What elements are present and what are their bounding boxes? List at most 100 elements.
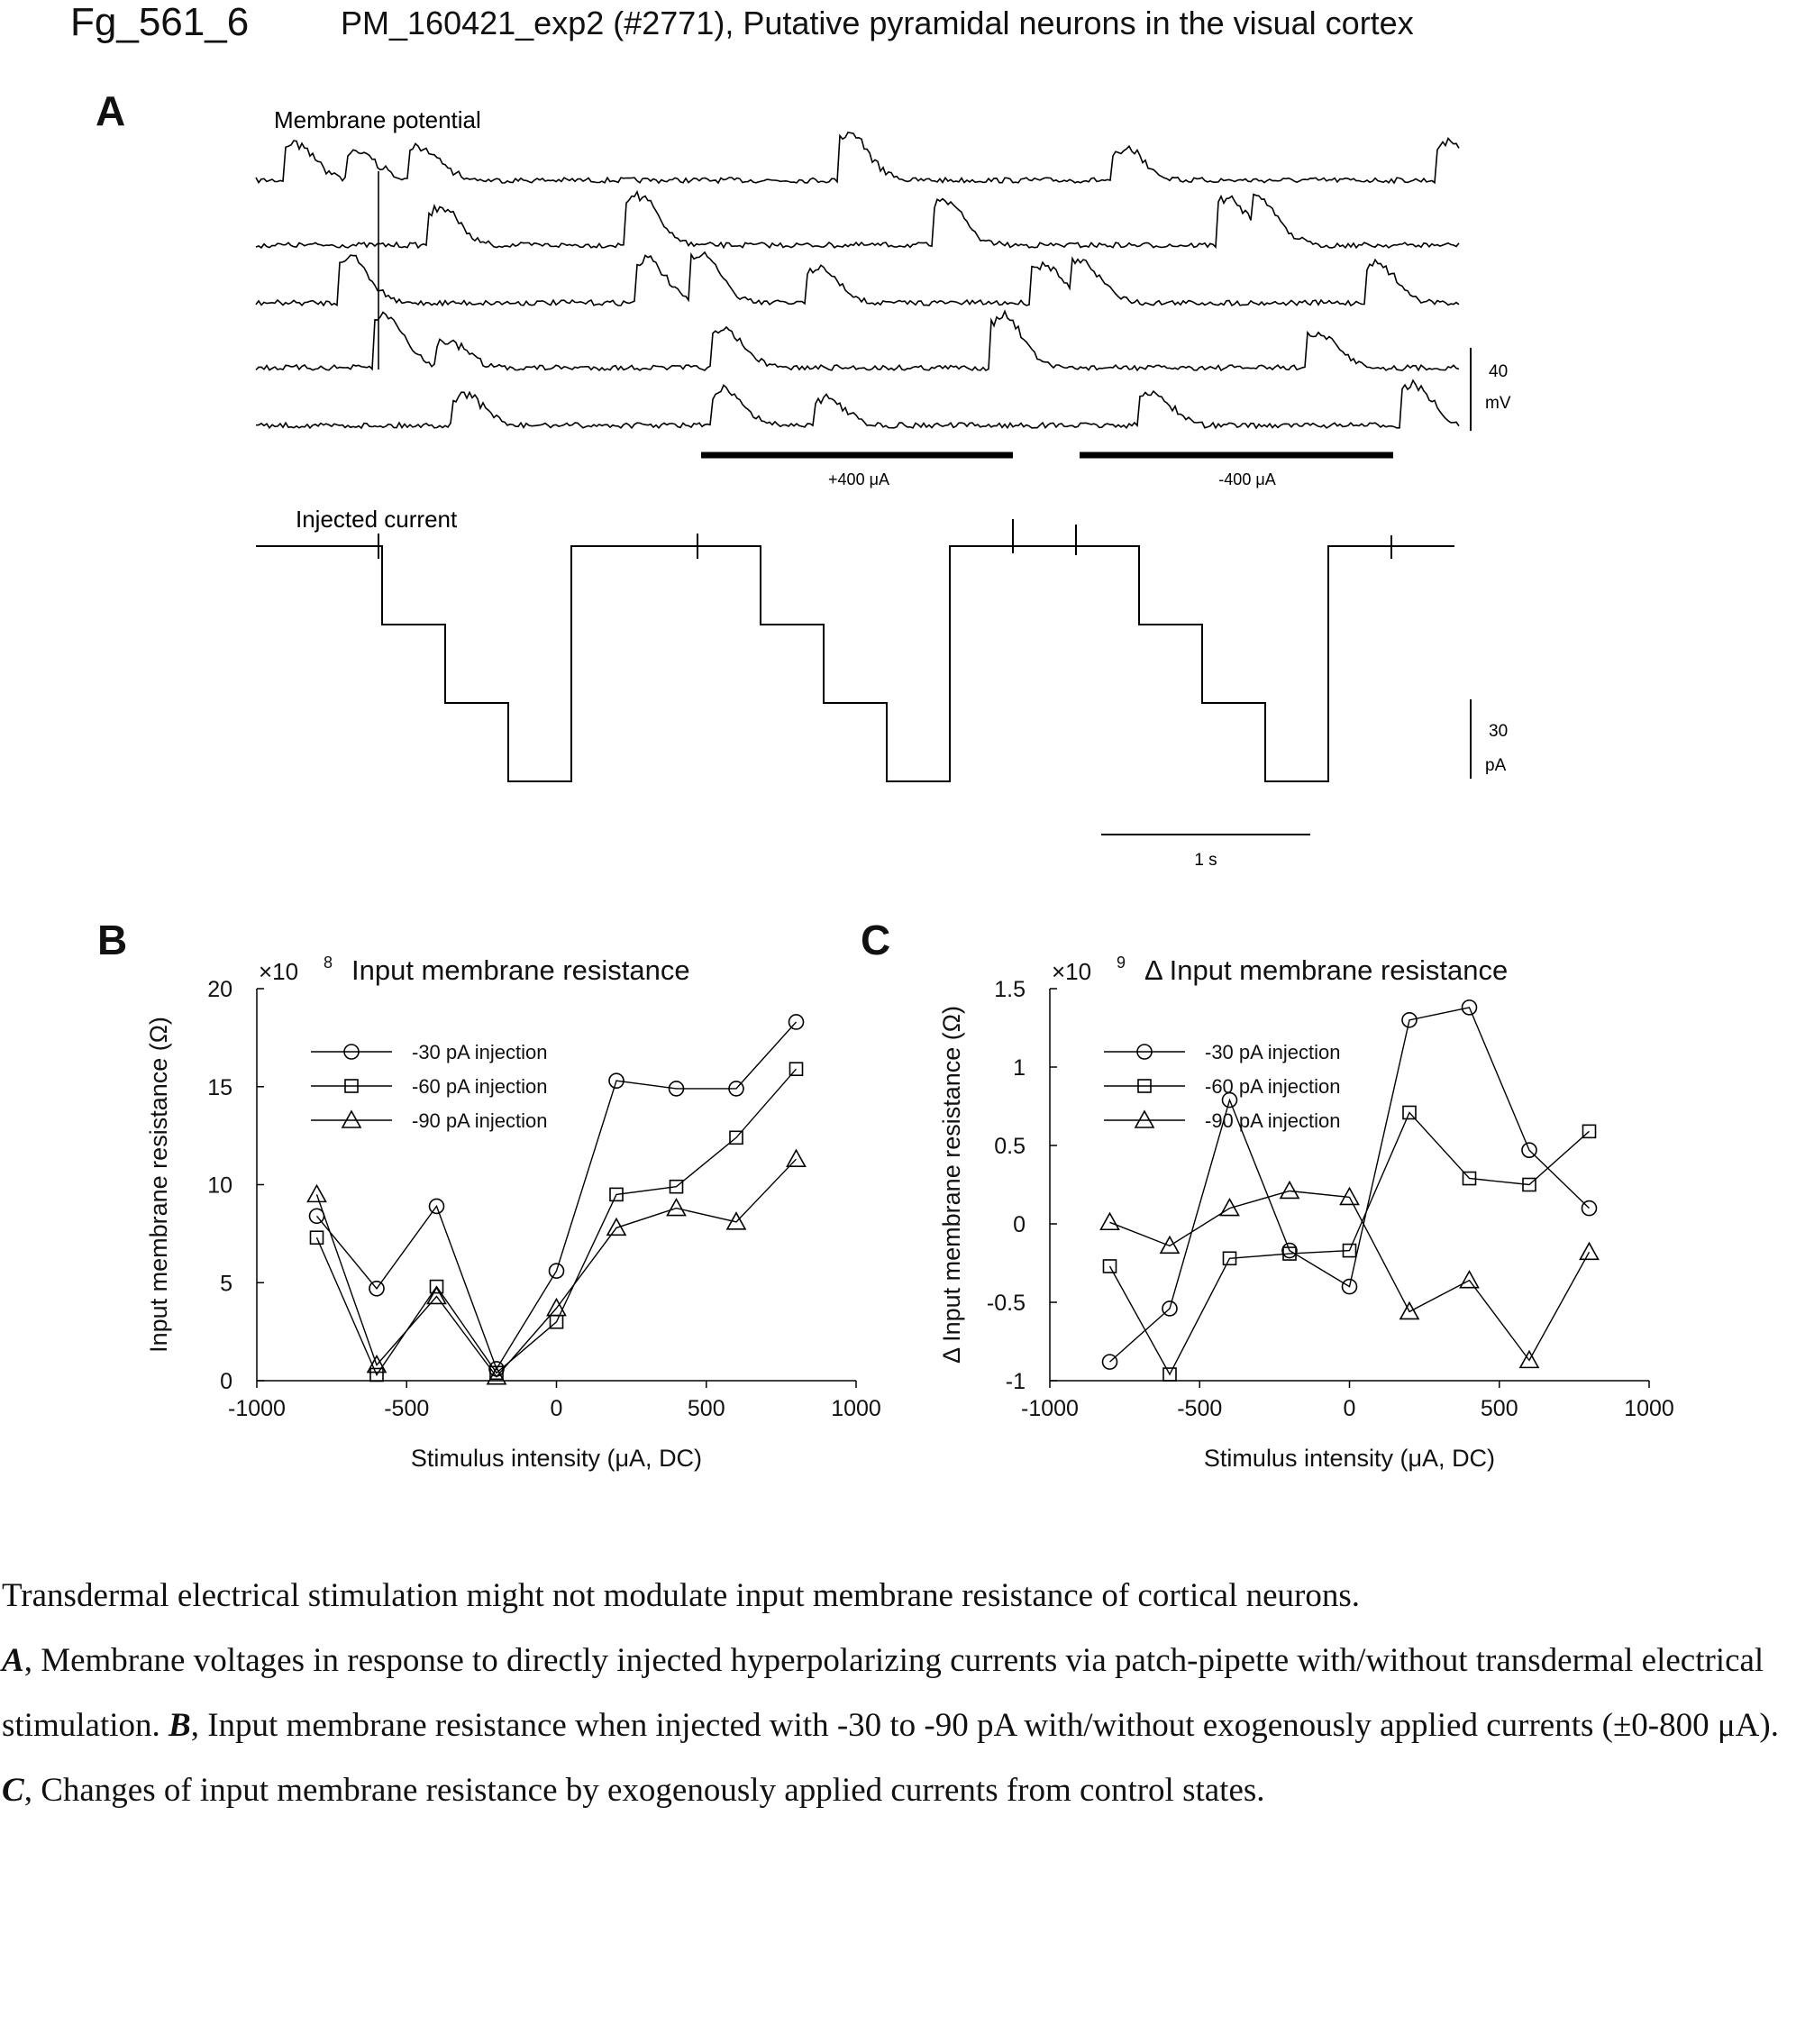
membrane-trace-4 [255,309,1460,372]
y-tick-label: 15 [207,1075,232,1100]
x-tick-label: -1000 [228,1396,286,1421]
current-artifacts [378,519,1392,559]
data-point-triangle [1518,1349,1540,1369]
axis-multiplier: ×10 [1052,958,1091,985]
data-point-triangle [1159,1235,1181,1255]
injected-current-trace [256,545,1454,782]
axis-multiplier-exponent: 9 [1117,954,1126,972]
y-tick-label: 0.5 [994,1134,1026,1159]
x-tick-label: -1000 [1021,1396,1079,1421]
legend-label: -90 pA injection [1205,1109,1340,1132]
data-point-triangle [1219,1197,1240,1217]
data-point-circle [1101,1354,1118,1370]
membrane-trace-3 [255,251,1460,307]
y-tick-label: 20 [207,977,232,1002]
data-point-triangle [486,1366,507,1385]
x-tick-label: 1000 [1624,1396,1674,1421]
x-tick-label: 0 [551,1396,563,1421]
series-line-2 [315,1068,798,1376]
figure-id: Fg_561_6 [70,0,250,44]
y-axis-label: Δ Input membrane resistance (Ω) [938,1006,965,1364]
series-line-3 [1109,1190,1591,1362]
data-point-circle [728,1081,744,1097]
data-point-circle [1581,1200,1598,1217]
series-line-1 [315,1021,798,1371]
series-line-3 [315,1158,798,1378]
data-point-square [729,1130,743,1145]
data-point-circle [548,1263,565,1280]
caption-line-1: Transdermal electrical stimulation might… [2,1577,1360,1614]
data-point-square [1162,1367,1177,1382]
series-line-2 [1108,1111,1590,1376]
panel-a-letter: A [96,87,126,134]
x-axis-label: Stimulus intensity (μA, DC) [1204,1445,1495,1472]
data-point-triangle [426,1285,447,1305]
data-point-square [609,1187,624,1202]
chart-b: -1000 -500 0 500 1000 0 5 10 15 20 ×10 8 Input membr… [145,954,881,1472]
panel-c-letter: C [861,917,891,963]
caption-a-label: A [2,1642,24,1679]
legend-label: -30 pA injection [1205,1041,1340,1063]
y-tick-label: 1.5 [994,977,1026,1002]
data-point-triangle [1399,1300,1420,1320]
y-tick-label: 10 [207,1173,232,1199]
stim-positive-label: +400 μA [828,470,889,488]
data-point-triangle [666,1197,687,1217]
data-point-square [1462,1171,1477,1186]
y-tick-label: -0.5 [987,1291,1026,1316]
figure-caption: Transdermal electrical stimulation might… [2,1564,1791,1823]
membrane-trace-1 [255,132,1460,185]
y-tick-label: 5 [220,1271,232,1296]
data-point-triangle [366,1354,387,1373]
y-tick-label: 0 [1013,1212,1026,1237]
data-point-triangle [306,1183,327,1203]
stim-negative-label: -400 μA [1218,470,1275,488]
caption-b-text: , Input membrane resistance when injecte… [190,1707,1779,1744]
data-point-triangle [546,1297,567,1317]
data-point-circle [428,1198,445,1215]
caption-b-label: B [169,1707,191,1744]
data-point-triangle [606,1217,627,1236]
y-tick-label: 0 [220,1369,232,1394]
legend-marker-triangle [341,1109,362,1128]
legend-marker-triangle [1134,1109,1155,1128]
membrane-potential-label: Membrane potential [274,106,481,133]
data-point-triangle [1099,1211,1120,1231]
data-point-circle [668,1081,685,1097]
data-point-square [789,1062,804,1076]
data-point-square [1102,1259,1117,1273]
chart-c: -1000 -500 0 500 1000 -1 -0.5 0 0.5 1 1.5 ×10 9 Δ Inp… [938,954,1674,1472]
data-point-square [1342,1243,1357,1258]
x-axis-label: Stimulus intensity (μA, DC) [411,1445,702,1472]
time-scale-label: 1 s [1194,851,1217,870]
y-axis-label: Input membrane resistance (Ω) [145,1017,172,1353]
data-point-square [1282,1246,1297,1261]
data-point-circle [788,1014,805,1030]
chart-title: Input membrane resistance [351,954,690,986]
data-point-circle [1281,1242,1298,1259]
chart-title: Δ Input membrane resistance [1144,954,1508,986]
legend-marker-square [1137,1079,1152,1093]
data-point-circle [608,1072,624,1090]
data-point-circle [1461,999,1478,1016]
data-point-circle [1341,1278,1358,1295]
data-point-triangle [1579,1241,1600,1261]
caption-a-text: , Membrane voltages in response to direc… [2,1642,1764,1744]
y-tick-label: 1 [1013,1055,1026,1081]
data-point-circle [1221,1091,1238,1109]
legend-label: -90 pA injection [412,1109,547,1132]
data-point-circle [1401,1012,1418,1028]
membrane-trace-2 [255,189,1460,250]
data-point-triangle [1279,1180,1300,1200]
caption-c-text: , Changes of input membrane resistance b… [23,1772,1265,1809]
data-point-triangle [1339,1186,1360,1206]
data-point-triangle [1459,1269,1480,1289]
data-point-square [369,1367,384,1382]
legend-label: -30 pA injection [412,1041,547,1063]
x-tick-label: 1000 [831,1396,881,1421]
panel-b-letter: B [97,917,128,963]
y-tick-label: -1 [1006,1369,1026,1394]
data-point-square [1222,1251,1237,1266]
legend-marker-circle [343,1044,360,1060]
x-tick-label: 500 [1481,1396,1518,1421]
